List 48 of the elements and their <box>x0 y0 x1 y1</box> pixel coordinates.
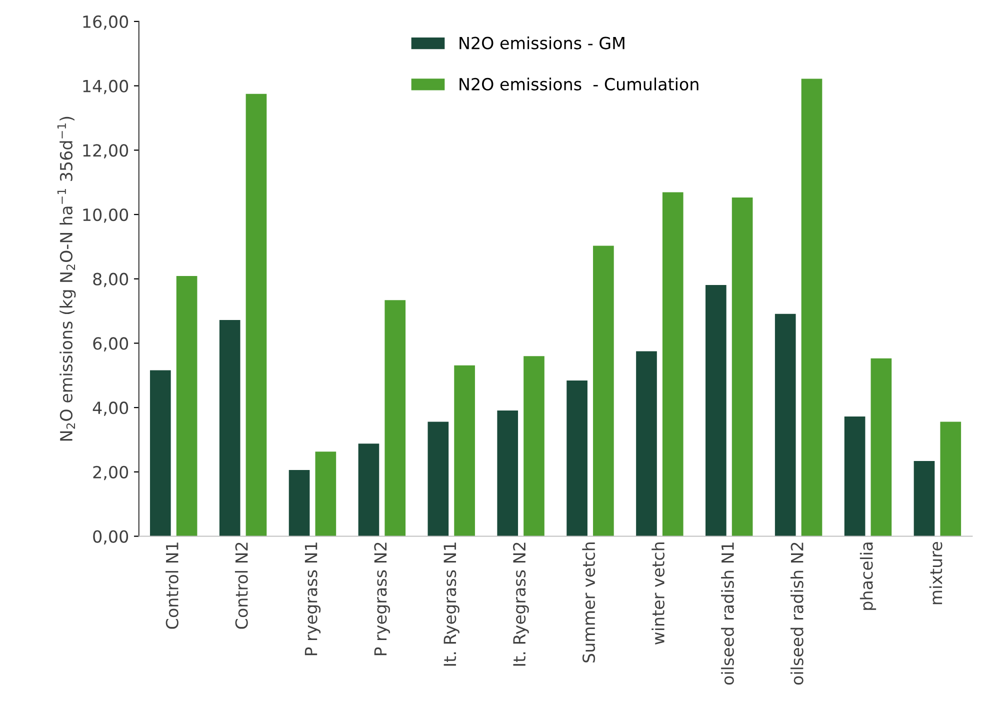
bar <box>870 358 892 536</box>
bar <box>497 410 518 536</box>
bar <box>706 284 726 536</box>
x-tick-label: P ryegrass N2 <box>374 542 390 656</box>
bar <box>315 452 336 536</box>
y-tick-label: 14,00 <box>83 80 128 94</box>
legend-label: N2O emissions - GM <box>460 36 624 50</box>
bar <box>914 460 935 536</box>
y-tick-label: 8,00 <box>93 272 128 288</box>
bar <box>150 370 171 536</box>
bar <box>176 276 198 536</box>
legend-label: N2O emissions - Cumulation <box>460 78 698 90</box>
x-tick-label: Control N1 <box>166 542 178 629</box>
bar <box>566 380 588 536</box>
bar <box>524 356 544 536</box>
bar <box>384 300 406 536</box>
bar <box>732 197 753 536</box>
bar <box>246 94 267 536</box>
bar <box>801 78 822 536</box>
x-tick-label: oilseed radish N1 <box>721 542 734 685</box>
x-tick-label: It. Ryegrass N2 <box>513 542 529 666</box>
text: N$_{2}$O emissions (kg N$_{2}$O-N ha$^{−1}$ 356d$^{−1}$) <box>57 116 76 441</box>
bar <box>288 470 310 536</box>
x-tick-label: oilseed radish N2 <box>790 542 804 685</box>
bar <box>662 192 684 536</box>
bar <box>774 314 796 536</box>
x-tick-label: mixture <box>929 542 942 604</box>
bar <box>940 422 962 536</box>
y-tick-label: 6,00 <box>93 337 128 352</box>
x-tick-label: Control N2 <box>234 542 248 629</box>
bar <box>454 365 475 536</box>
x-tick-label: phacelia <box>860 542 876 610</box>
bar <box>219 320 240 536</box>
x-tick-label: Summer vetch <box>582 542 596 662</box>
bar <box>636 351 657 536</box>
y-tick-label: 12,00 <box>83 144 128 158</box>
bar <box>593 246 614 536</box>
bar <box>428 422 449 536</box>
x-tick-label: winter vetch <box>652 542 665 645</box>
bar <box>358 444 380 536</box>
y-tick-label: 4,00 <box>92 402 128 416</box>
x-tick-label: P ryegrass N1 <box>304 542 321 656</box>
y-tick-label: 10,00 <box>83 208 128 223</box>
y-tick-label: 16,00 <box>83 15 128 30</box>
y-tick-label: 0,00 <box>93 530 128 545</box>
bar <box>844 416 866 536</box>
x-tick-label: It. Ryegrass N1 <box>444 542 460 666</box>
y-tick-label: 2,00 <box>93 466 128 480</box>
